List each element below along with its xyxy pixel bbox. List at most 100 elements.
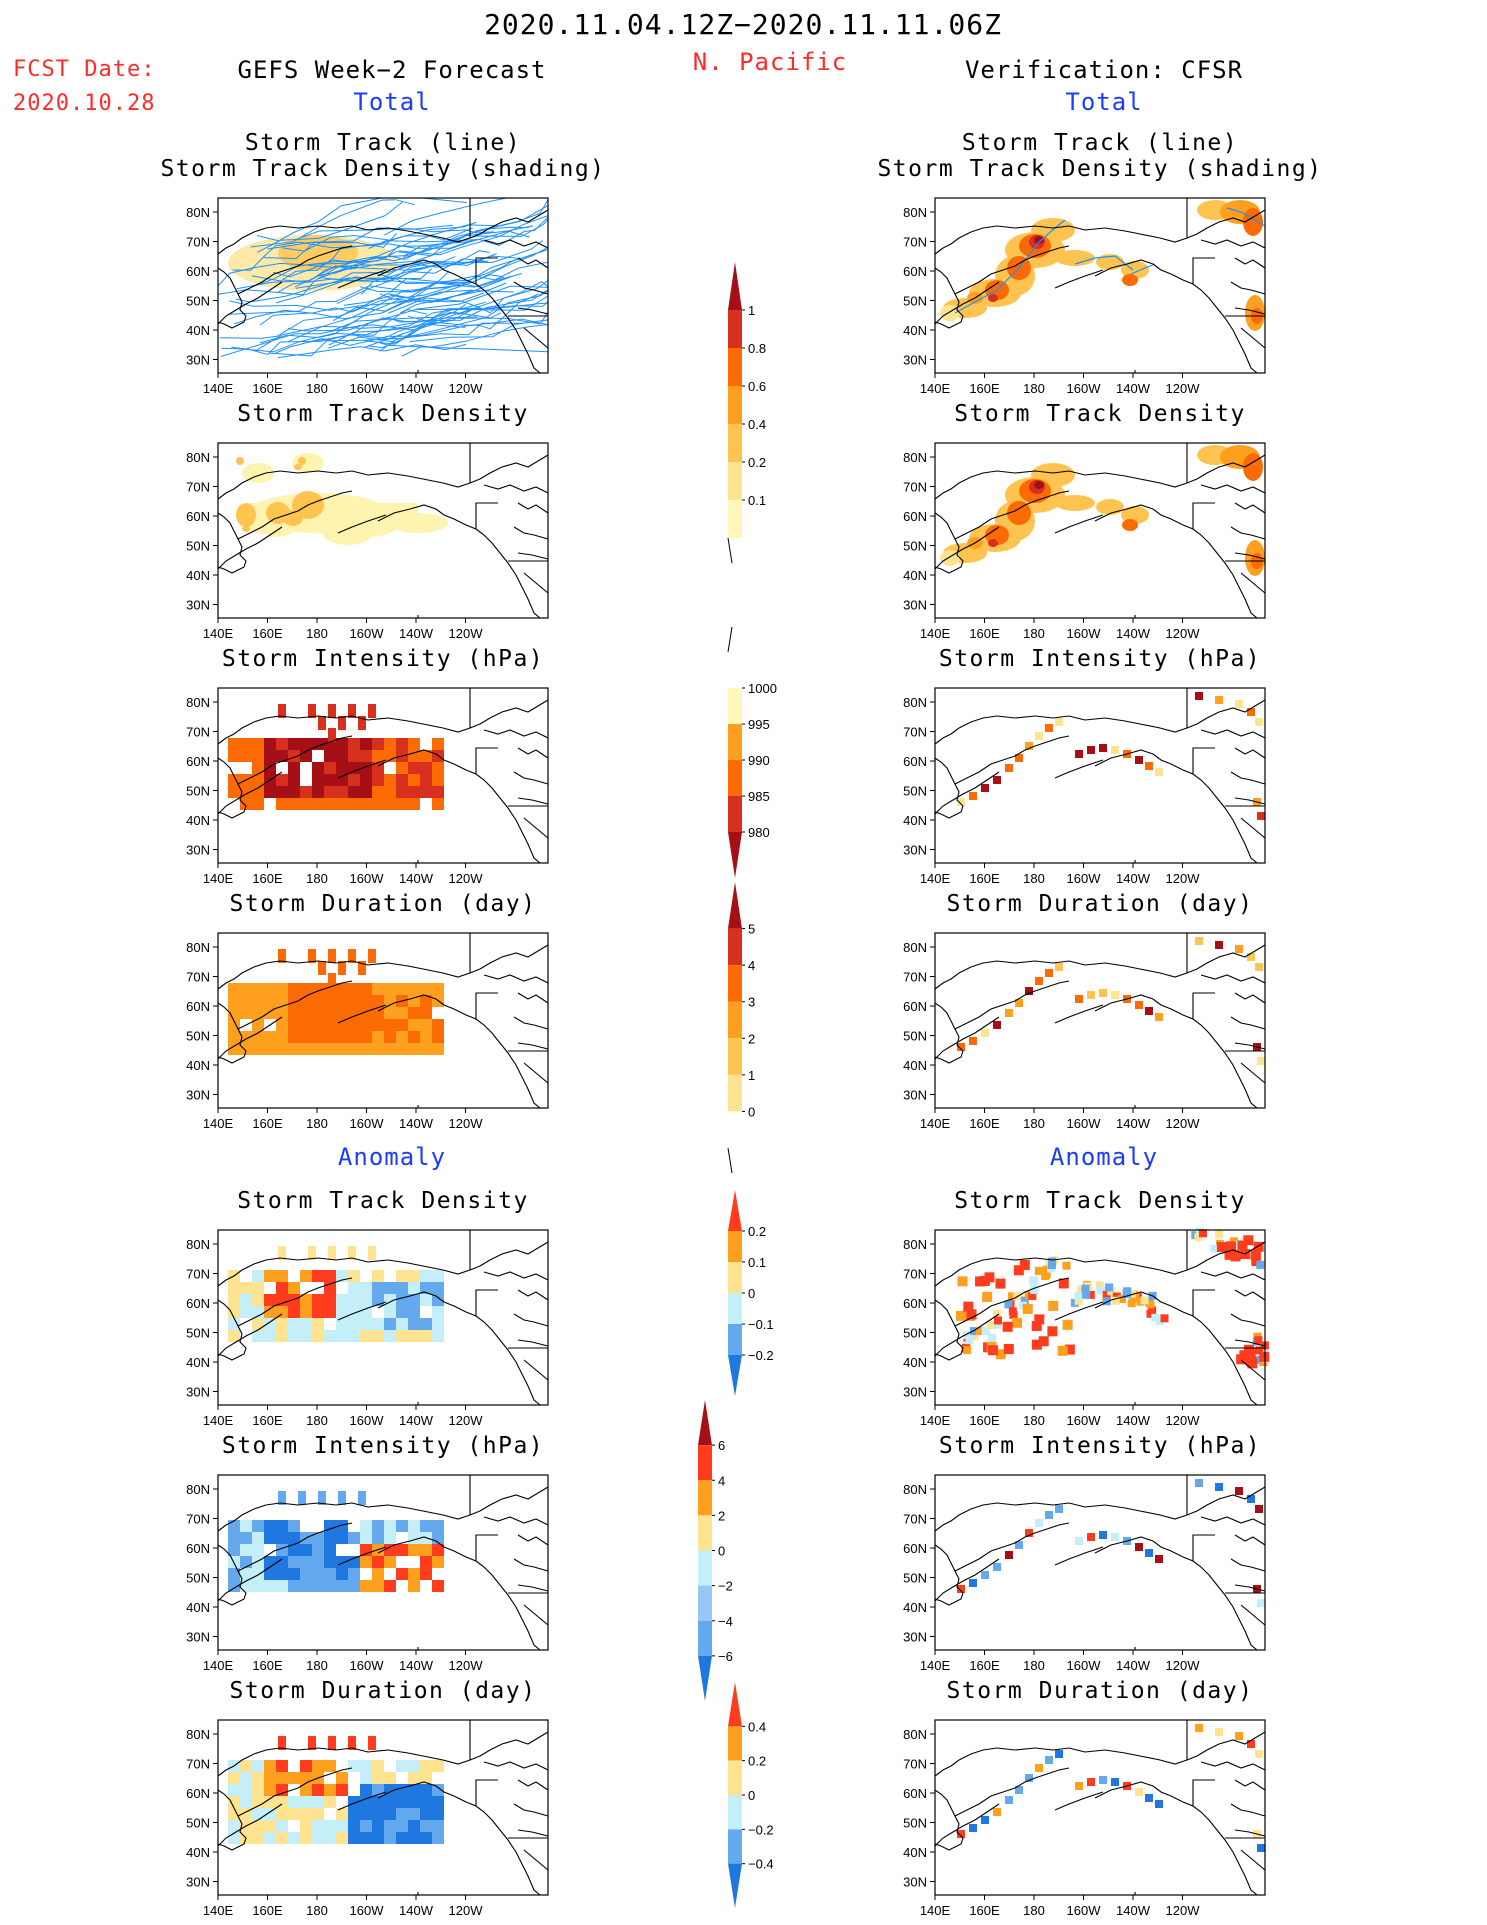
lat-label: 50N <box>186 1326 210 1341</box>
gefs-intensity-map: 80N 70N 60N 50N 40N 30N 140E 160E 180 160W 140W 120… <box>186 687 549 886</box>
grid-cell <box>240 1520 252 1532</box>
grid-cell <box>1013 1291 1022 1300</box>
lon-label: 160W <box>350 381 385 396</box>
left-column-title: GEFS Week−2 Forecast <box>237 56 547 84</box>
grid-cell <box>336 1306 348 1318</box>
grid-cell <box>252 1532 264 1544</box>
map-frame <box>217 1719 549 1896</box>
lat-label: 70N <box>186 970 210 985</box>
grid-cell <box>1112 1292 1121 1301</box>
grid-cell <box>264 995 276 1007</box>
lat-label: 30N <box>186 1088 210 1103</box>
grid-cell <box>324 1580 336 1592</box>
lat-label: 60N <box>903 999 927 1014</box>
storm-track <box>288 286 449 343</box>
grid-cell <box>963 1331 972 1340</box>
grid-cell <box>360 1306 372 1318</box>
grid-cell <box>1111 1296 1120 1305</box>
grid-cell <box>408 1772 420 1784</box>
grid-cell <box>987 1345 998 1356</box>
grid-cell <box>432 1760 444 1772</box>
coastline-segment <box>934 715 1198 745</box>
coastline-segment <box>954 1522 1070 1572</box>
coastline-segment <box>1240 1062 1266 1084</box>
colorbar-segment <box>728 1074 742 1112</box>
storm-track <box>308 280 549 343</box>
grid-cell <box>1055 1505 1063 1513</box>
lat-label: 50N <box>903 539 927 554</box>
storm-track <box>251 227 473 282</box>
axis-labels: 80N 70N 60N 50N 40N 30N 140E 160E 180 160W 140W 120… <box>186 1482 483 1673</box>
lat-label: 70N <box>903 480 927 495</box>
map-frame <box>934 1719 1266 1896</box>
coastline-segment <box>523 1062 549 1084</box>
cfsr-duration-anom-map: 80N 70N 60N 50N 40N 30N 140E 160E 180 160W 140W 120… <box>903 1719 1266 1918</box>
coastline-segment <box>217 1257 481 1287</box>
grid-cell <box>240 1556 252 1568</box>
coastline-segment <box>1094 749 1258 864</box>
coastline-segment <box>934 1747 1198 1777</box>
lat-label: 80N <box>903 940 927 955</box>
lon-label: 140E <box>203 381 234 396</box>
grid-cell <box>396 1306 408 1318</box>
coastline-segment <box>479 454 549 480</box>
grid-cell <box>348 750 360 762</box>
grid-cell <box>420 774 432 786</box>
grid-cell <box>1028 1291 1037 1300</box>
gefs-density-anom-panel: Storm Track Density 80N 70N 60N 50N 40N 30N 14… <box>186 1188 549 1428</box>
grid-cell <box>252 1043 264 1055</box>
grid-cell <box>993 1563 1001 1571</box>
colorbar-segment <box>728 688 742 724</box>
grid-cell <box>1255 718 1263 726</box>
grid-cell <box>308 704 316 718</box>
grid-cell <box>276 774 288 786</box>
grid-cell <box>1015 999 1023 1007</box>
grid-cell <box>1086 1290 1095 1299</box>
lat-label: 70N <box>186 725 210 740</box>
border-line <box>1192 257 1215 284</box>
grid-cell <box>300 738 312 750</box>
map-frame <box>217 197 549 374</box>
grid-cell <box>993 1808 1001 1816</box>
grid-cell <box>264 1772 276 1784</box>
grid-cell <box>312 995 324 1007</box>
lat-label: 80N <box>903 205 927 220</box>
grid-cell <box>384 1580 396 1592</box>
coastline-segment <box>237 1522 353 1572</box>
border-line <box>1192 992 1215 1019</box>
grid-cell <box>1042 1270 1051 1279</box>
grid-cell <box>300 1294 312 1306</box>
grid-cell <box>312 1760 324 1772</box>
grid-cell <box>384 1520 396 1532</box>
grid-cell <box>240 983 252 995</box>
grid-cell <box>408 750 420 762</box>
colorbar-labels: 0.2 0.1 0 −0.1 −0.2 <box>742 1224 774 1363</box>
grid-cell <box>1255 1346 1264 1355</box>
coastline-segment <box>1234 992 1266 1004</box>
grid-cell <box>336 1568 348 1580</box>
grid-cell <box>368 1246 376 1260</box>
grid-cell <box>252 1520 264 1532</box>
grid-cell <box>432 1318 444 1330</box>
colorbar-label: 1 <box>748 303 755 318</box>
grid-cell <box>368 949 376 963</box>
lon-label: 160W <box>350 1413 385 1428</box>
grid-cell <box>1031 1320 1042 1331</box>
coastline-segment <box>377 259 541 374</box>
grid-cell <box>1215 1230 1224 1239</box>
coastline-segment <box>1234 1339 1266 1347</box>
grid-cell <box>252 1820 264 1832</box>
grid-cell <box>1075 1537 1083 1545</box>
grid-cell <box>318 716 326 730</box>
grid-cell <box>348 786 360 798</box>
panel-subtitle: Storm Track Density (shading) <box>160 156 606 182</box>
grid-cell <box>360 738 372 750</box>
grid-cell <box>1257 1599 1265 1607</box>
colorbar-segment <box>698 1400 712 1446</box>
grid-cell <box>240 1568 252 1580</box>
coastline-segment <box>513 1016 549 1030</box>
grid-cell <box>228 1282 240 1294</box>
grid-cell <box>1155 1800 1163 1808</box>
grid-cell <box>432 1282 444 1294</box>
colorbar-label: 6 <box>718 1438 725 1453</box>
